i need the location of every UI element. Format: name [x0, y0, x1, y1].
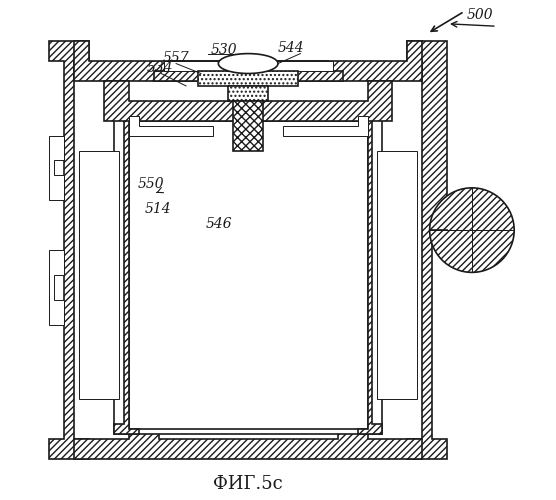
- Polygon shape: [129, 116, 214, 136]
- Polygon shape: [229, 86, 268, 101]
- Polygon shape: [358, 106, 383, 434]
- Circle shape: [430, 188, 514, 272]
- Polygon shape: [198, 71, 298, 86]
- Text: 557: 557: [163, 51, 189, 65]
- Text: 544: 544: [278, 41, 305, 55]
- Bar: [378, 150, 417, 399]
- Polygon shape: [49, 136, 64, 200]
- Polygon shape: [74, 424, 422, 459]
- Polygon shape: [74, 41, 422, 81]
- Polygon shape: [408, 41, 447, 459]
- Polygon shape: [283, 116, 368, 136]
- Polygon shape: [163, 61, 332, 71]
- Text: ФИГ.5с: ФИГ.5с: [214, 474, 283, 492]
- Bar: [79, 150, 119, 399]
- Bar: [129, 120, 368, 429]
- Polygon shape: [234, 101, 263, 150]
- Text: 530: 530: [211, 42, 237, 56]
- Text: 550: 550: [138, 177, 165, 191]
- Polygon shape: [114, 111, 383, 434]
- Text: 546: 546: [206, 216, 232, 230]
- Polygon shape: [104, 81, 393, 120]
- Text: 514: 514: [145, 202, 171, 215]
- Ellipse shape: [219, 54, 278, 74]
- Polygon shape: [153, 61, 342, 81]
- Text: 500: 500: [467, 8, 494, 22]
- Text: 534: 534: [146, 62, 173, 76]
- Polygon shape: [49, 250, 64, 324]
- Polygon shape: [49, 41, 89, 459]
- Polygon shape: [114, 106, 139, 434]
